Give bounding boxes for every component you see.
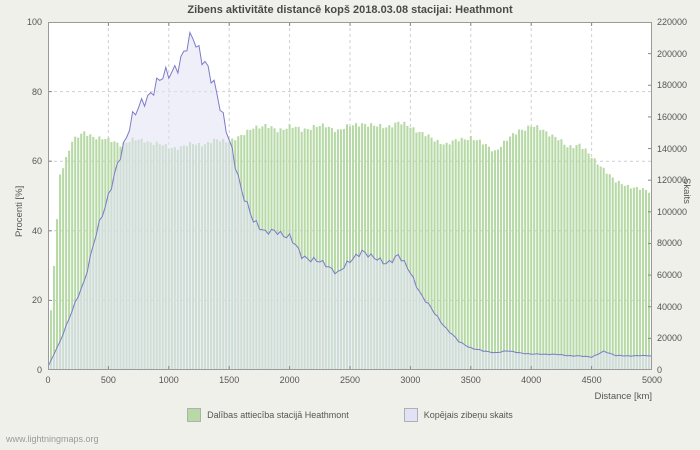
watermark: www.lightningmaps.org	[6, 434, 99, 444]
tick-label-y-left: 100	[26, 17, 42, 27]
tick-label-y-left: 40	[31, 225, 42, 236]
tick-label-x: 5000	[641, 375, 663, 385]
legend-item-total-count: Kopējais zibeņu skaits	[403, 408, 513, 422]
tick-label-y-right: 140000	[657, 143, 688, 154]
tick-label-x: 3000	[400, 375, 421, 385]
y-axis-label-left: Procenti [%]	[14, 185, 25, 237]
tick-label-y-right: 0	[657, 365, 663, 375]
tick-label-x: 2500	[339, 375, 361, 385]
legend-swatch-green	[187, 408, 202, 422]
tick-label-x: 500	[100, 375, 116, 385]
y-axis-label-right: Skaits	[681, 178, 692, 204]
x-axis-label: Distance [km]	[594, 391, 652, 402]
tick-label-y-left: 60	[31, 156, 42, 167]
tick-label-x: 3500	[460, 375, 481, 385]
legend-label-total-count: Kopējais zibeņu skaits	[423, 410, 513, 420]
tick-label-y-left: 0	[36, 365, 42, 375]
tick-label-y-right: 40000	[657, 301, 683, 312]
tick-label-x: 1000	[158, 375, 179, 385]
legend-label-participation: Dalības attiecība stacijā Heathmont	[207, 410, 349, 420]
legend: Dalības attiecība stacijā Heathmont Kopē…	[0, 408, 700, 422]
tick-label-y-right: 80000	[657, 238, 683, 249]
tick-label-y-left: 80	[31, 86, 42, 97]
tick-label-x: 4500	[581, 375, 602, 385]
legend-item-participation: Dalības attiecība stacijā Heathmont	[187, 408, 349, 422]
tick-label-y-right: 200000	[657, 48, 688, 59]
tick-label-y-right: 180000	[657, 80, 688, 91]
tick-label-x: 2000	[279, 375, 300, 385]
tick-label-y-right: 220000	[657, 17, 688, 27]
chart-title: Zibens aktivitāte distancē kopš 2018.03.…	[187, 4, 513, 16]
tick-label-y-left: 20	[31, 295, 42, 306]
plot-area	[48, 22, 652, 370]
tick-label-y-right: 100000	[657, 206, 688, 217]
legend-swatch-lavender	[403, 408, 418, 422]
tick-label-y-right: 60000	[657, 270, 683, 281]
tick-label-x: 1500	[219, 375, 240, 385]
tick-label-y-right: 160000	[657, 111, 688, 122]
tick-label-y-right: 20000	[657, 333, 683, 344]
tick-label-x: 0	[45, 375, 51, 385]
tick-label-x: 4000	[521, 375, 542, 385]
